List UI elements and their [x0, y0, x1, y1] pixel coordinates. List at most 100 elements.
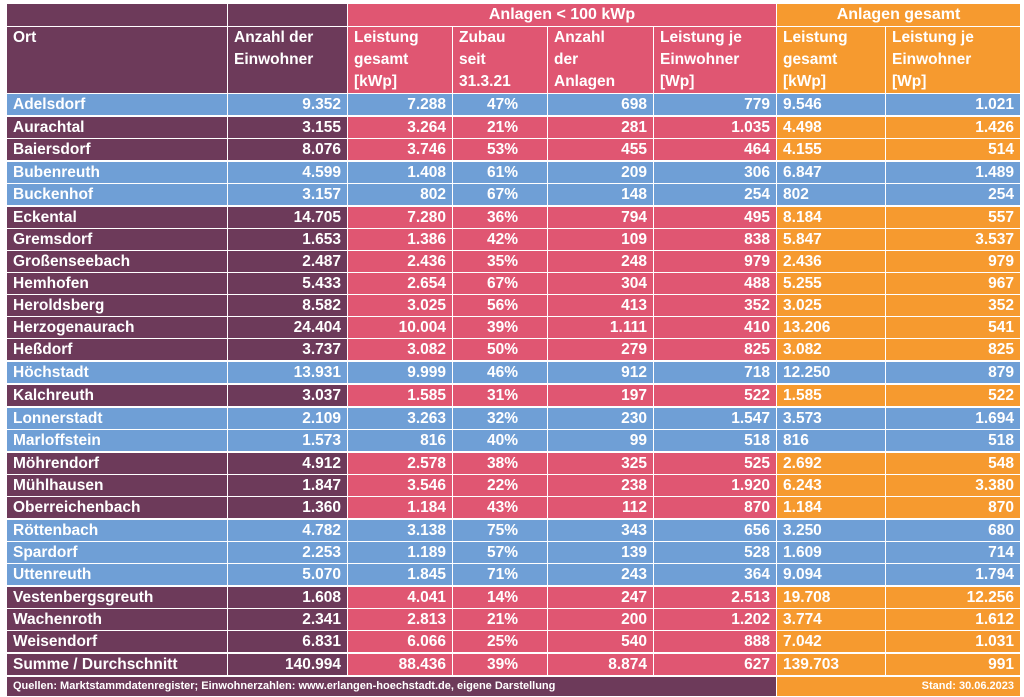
cell-einwohner: 4.782: [227, 518, 348, 542]
table-row: Möhrendorf 4.912 2.578 38% 325 525 2.692 548: [6, 451, 1022, 475]
cell-gesamt-leistung: 13.206: [776, 316, 887, 339]
table-row: Heroldsberg 8.582 3.025 56% 413 352 3.025 352: [6, 294, 1022, 317]
cell-einwohner: 1.653: [227, 228, 348, 251]
table-row: Aurachtal 3.155 3.264 21% 281 1.035 4.498 1.426: [6, 115, 1022, 139]
cell-anzahl: 112: [547, 496, 654, 520]
cell-zubau: 40%: [452, 429, 548, 453]
cell-gesamt-leistung: 802: [776, 183, 887, 207]
cell-einwohner: 2.109: [227, 406, 348, 430]
cell-zubau: 25%: [452, 630, 548, 654]
cell-zubau: 56%: [452, 294, 548, 317]
cell-ort: Buckenhof: [6, 183, 228, 207]
col-header-line: [kWp]: [354, 73, 398, 90]
cell-je-einwohner: 1.920: [652, 474, 778, 497]
cell-je-einwohner: 352: [652, 294, 778, 317]
cell-gesamt-je-einwohner: 514: [885, 138, 1022, 162]
cell-leistung: 7.280: [347, 205, 453, 229]
cell-leistung: 3.082: [347, 338, 453, 362]
group-header-row: Anlagen < 100 kWp Anlagen gesamt: [6, 3, 1022, 27]
col-header-line: Einwohner: [234, 51, 314, 68]
column-header-row: Ort Anzahl der Einwohner Leistung gesamt…: [6, 26, 1022, 94]
cell-anzahl: 243: [547, 563, 654, 587]
cell-zubau: 22%: [452, 474, 548, 497]
cell-gesamt-je-einwohner: 1.426: [885, 115, 1022, 139]
cell-gesamt-leistung: 8.184: [776, 205, 887, 229]
col-header-gesamt-je-einwohner: Leistung je Einwohner [Wp]: [885, 26, 1022, 94]
table-row: Marloffstein 1.573 816 40% 99 518 816 518: [6, 429, 1022, 453]
cell-gesamt-je-einwohner: 254: [885, 183, 1022, 207]
cell-anzahl: 247: [547, 585, 654, 609]
cell-anzahl: 148: [547, 183, 654, 207]
cell-je-einwohner: 254: [652, 183, 778, 207]
cell-gesamt-leistung: 9.094: [776, 563, 887, 587]
cell-leistung: 3.138: [347, 518, 453, 542]
cell-leistung: 1.386: [347, 228, 453, 251]
cell-einwohner: 24.404: [227, 316, 348, 339]
col-header-leistung-je-einwohner: Leistung je Einwohner [Wp]: [652, 26, 778, 94]
cell-leistung: 10.004: [347, 316, 453, 339]
cell-gesamt-je-einwohner: 967: [885, 272, 1022, 295]
cell-gesamt-leistung: 1.585: [776, 383, 887, 408]
cell-anzahl: 238: [547, 474, 654, 497]
summary-je-einwohner: 627: [652, 652, 778, 677]
cell-zubau: 57%: [452, 541, 548, 564]
col-header-zubau: Zubau seit 31.3.21: [452, 26, 548, 94]
cell-anzahl: 1.111: [547, 316, 654, 339]
summary-gesamt-leistung: 139.703: [776, 652, 887, 677]
cell-leistung: 2.578: [347, 451, 453, 475]
cell-gesamt-leistung: 1.609: [776, 541, 887, 564]
col-header-ort-label: Ort: [13, 29, 37, 46]
cell-leistung: 802: [347, 183, 453, 207]
cell-je-einwohner: 2.513: [652, 585, 778, 609]
cell-je-einwohner: 718: [652, 360, 778, 385]
cell-je-einwohner: 528: [652, 541, 778, 564]
table-row: Gremsdorf 1.653 1.386 42% 109 838 5.847 3.537: [6, 228, 1022, 251]
summary-row: Summe / Durchschnitt 140.994 88.436 39% …: [6, 652, 1022, 677]
cell-gesamt-leistung: 3.774: [776, 608, 887, 631]
cell-gesamt-leistung: 9.546: [776, 93, 887, 117]
cell-ort: Herzogenaurach: [6, 316, 228, 339]
cell-je-einwohner: 464: [652, 138, 778, 162]
cell-je-einwohner: 1.547: [652, 406, 778, 430]
cell-ort: Röttenbach: [6, 518, 228, 542]
table-row: Mühlhausen 1.847 3.546 22% 238 1.920 6.243 3.38…: [6, 474, 1022, 497]
cell-zubau: 53%: [452, 138, 548, 162]
cell-ort: Marloffstein: [6, 429, 228, 453]
table-row: Kalchreuth 3.037 1.585 31% 197 522 1.585 522: [6, 383, 1022, 408]
cell-gesamt-leistung: 6.847: [776, 160, 887, 184]
cell-zubau: 75%: [452, 518, 548, 542]
cell-anzahl: 413: [547, 294, 654, 317]
table-row: Hemhofen 5.433 2.654 67% 304 488 5.255 967: [6, 272, 1022, 295]
cell-leistung: 3.746: [347, 138, 453, 162]
cell-einwohner: 9.352: [227, 93, 348, 117]
cell-gesamt-je-einwohner: 548: [885, 451, 1022, 475]
cell-gesamt-je-einwohner: 1.612: [885, 608, 1022, 631]
cell-gesamt-je-einwohner: 879: [885, 360, 1022, 385]
table-row: Spardorf 2.253 1.189 57% 139 528 1.609 714: [6, 541, 1022, 564]
cell-gesamt-je-einwohner: 1.489: [885, 160, 1022, 184]
footer-date: Stand: 30.06.2023: [776, 675, 1022, 697]
summary-zubau: 39%: [452, 652, 548, 677]
cell-leistung: 1.845: [347, 563, 453, 587]
cell-gesamt-je-einwohner: 1.694: [885, 406, 1022, 430]
cell-einwohner: 2.487: [227, 250, 348, 273]
col-header-line: seit: [459, 51, 486, 68]
pv-statistics-table: Anlagen < 100 kWp Anlagen gesamt Ort Anz…: [5, 3, 1022, 697]
cell-ort: Oberreichenbach: [6, 496, 228, 520]
cell-je-einwohner: 306: [652, 160, 778, 184]
cell-einwohner: 14.705: [227, 205, 348, 229]
cell-zubau: 38%: [452, 451, 548, 475]
cell-einwohner: 2.253: [227, 541, 348, 564]
summary-leistung: 88.436: [347, 652, 453, 677]
cell-zubau: 42%: [452, 228, 548, 251]
cell-je-einwohner: 364: [652, 563, 778, 587]
cell-ort: Lonnerstadt: [6, 406, 228, 430]
cell-gesamt-je-einwohner: 12.256: [885, 585, 1022, 609]
cell-gesamt-je-einwohner: 3.537: [885, 228, 1022, 251]
table-row: Weisendorf 6.831 6.066 25% 540 888 7.042 1.031: [6, 630, 1022, 654]
col-header-line: Leistung: [783, 29, 848, 46]
cell-leistung: 1.408: [347, 160, 453, 184]
cell-ort: Heßdorf: [6, 338, 228, 362]
cell-je-einwohner: 979: [652, 250, 778, 273]
